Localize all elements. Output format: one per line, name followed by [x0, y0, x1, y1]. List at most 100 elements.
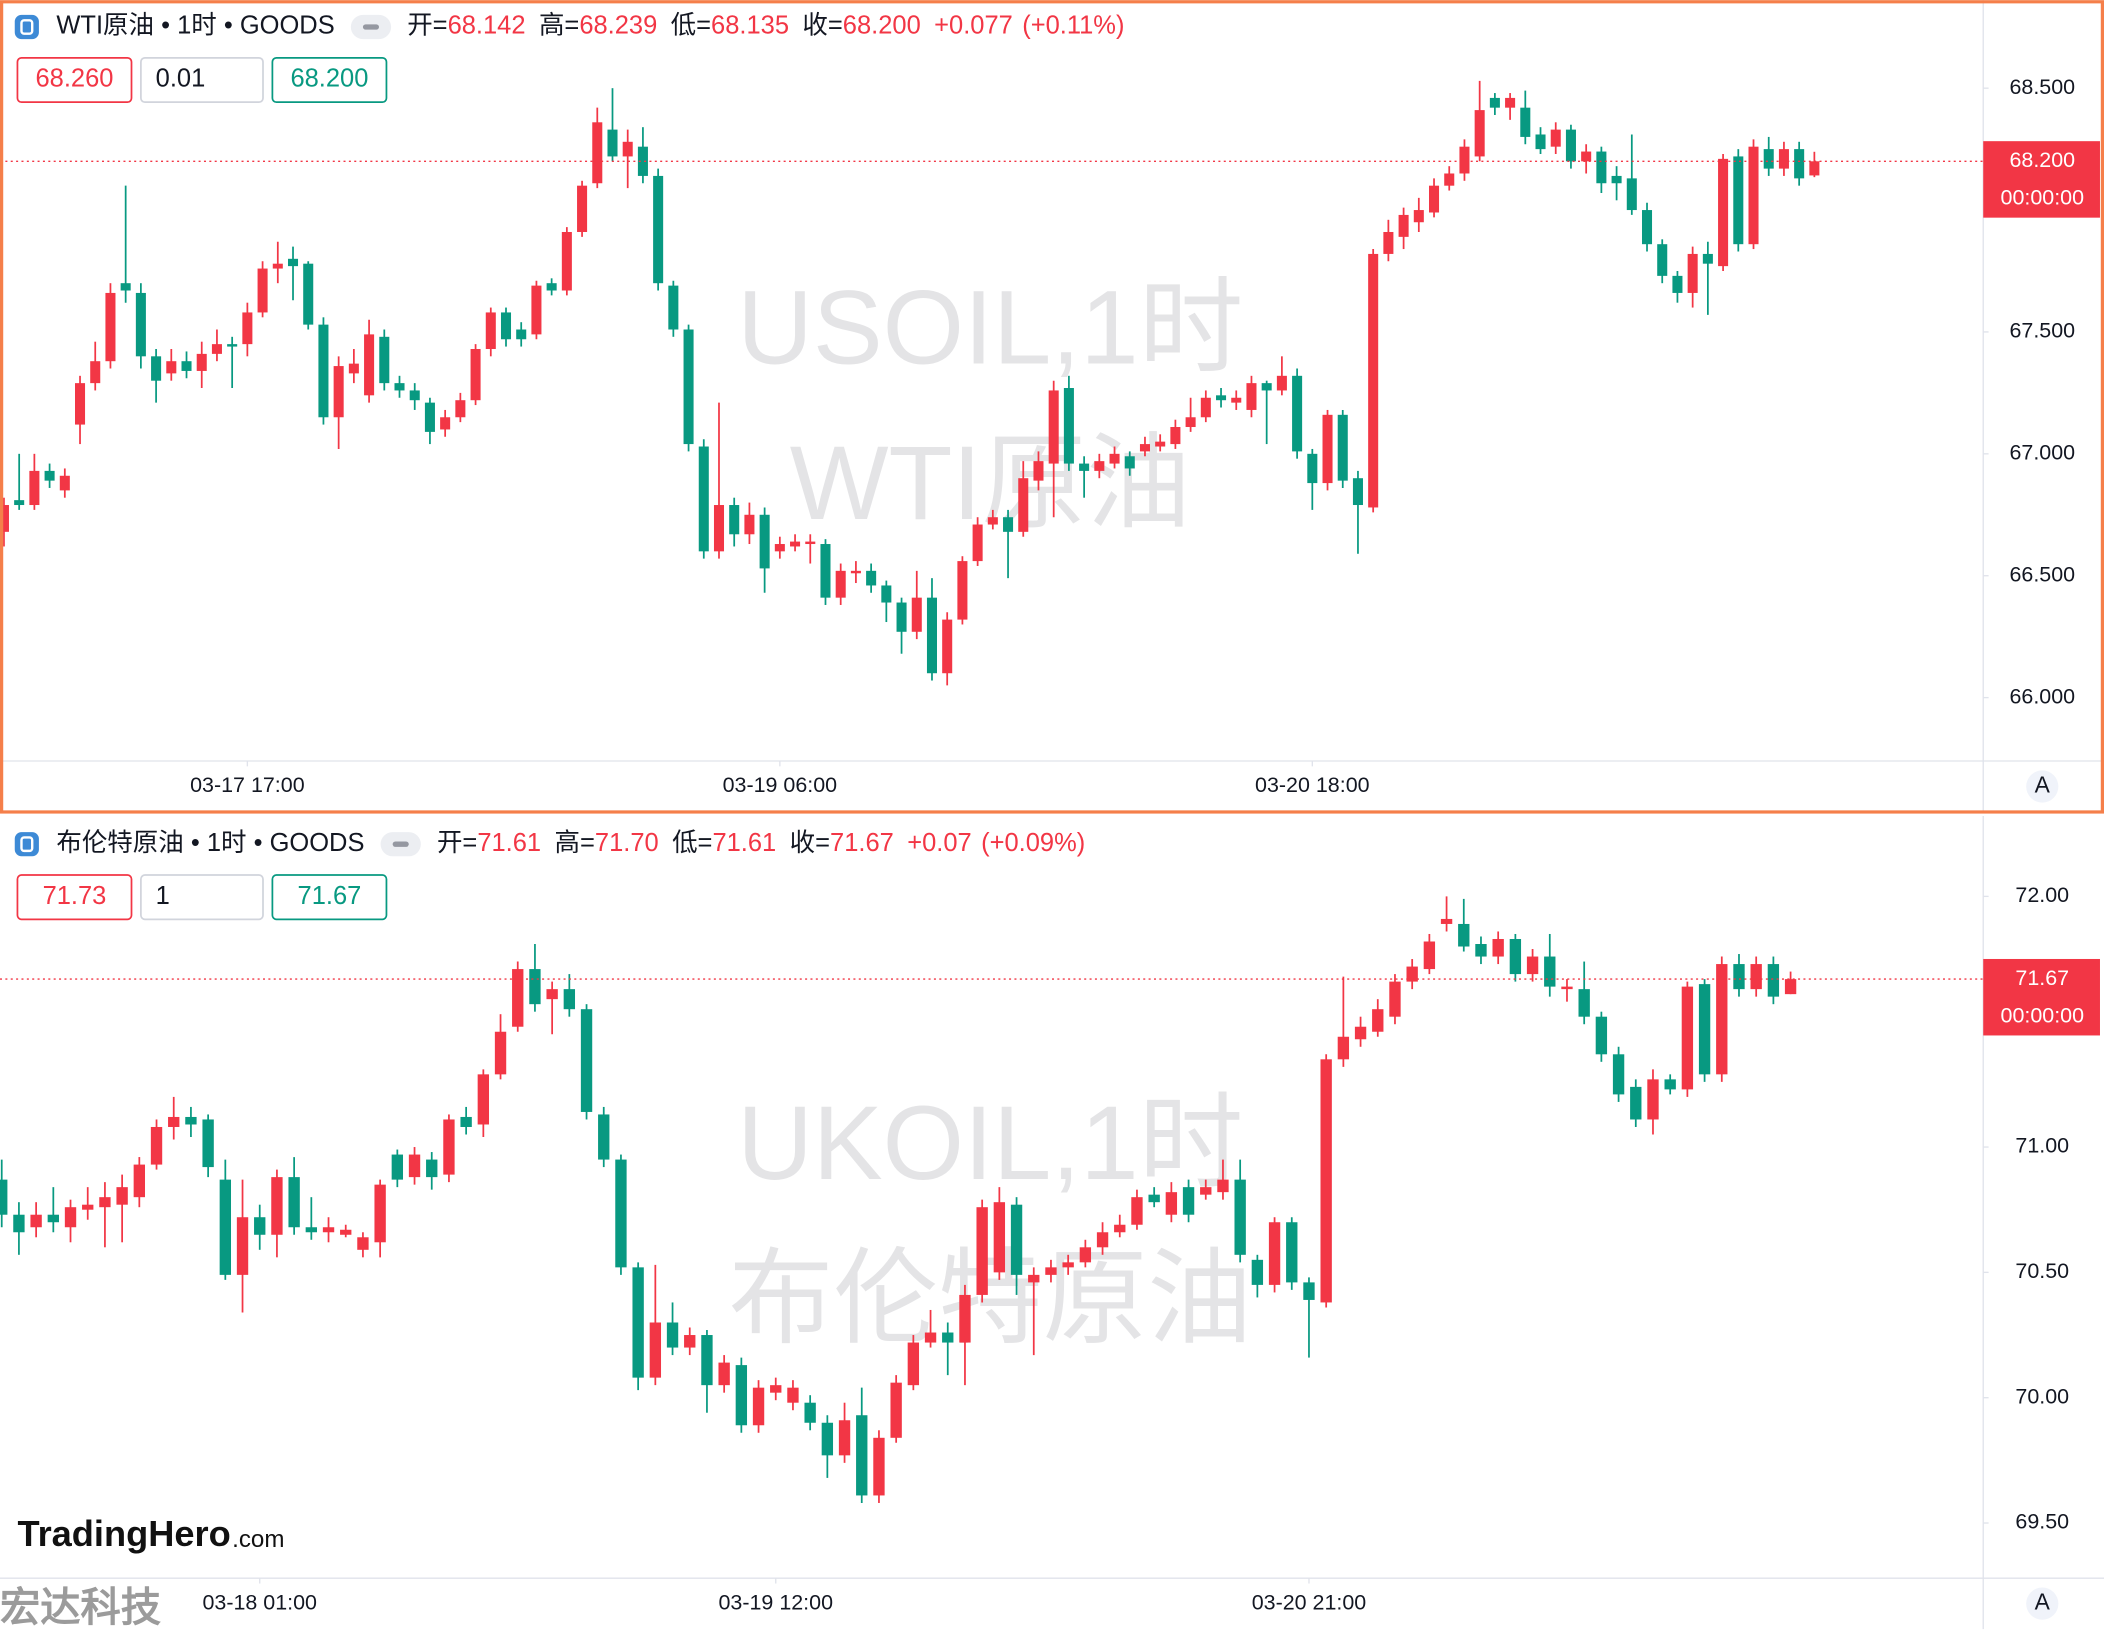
candle-body: [1544, 956, 1556, 987]
candle-body: [577, 185, 588, 232]
candle-body: [959, 1294, 971, 1343]
bid-box-frame: [16, 56, 133, 104]
candle-body: [1767, 964, 1780, 997]
bid-value: 68.260: [35, 65, 113, 93]
quote-label: 低=: [671, 12, 711, 40]
candle-body: [653, 175, 664, 284]
candle-body: [485, 312, 496, 350]
y-tick-label: 66.500: [2009, 562, 2075, 586]
candle-body: [649, 1322, 662, 1378]
candle-body: [684, 1335, 696, 1348]
last-price-label: 68.200: [2009, 148, 2075, 172]
candle-body: [1750, 964, 1762, 990]
candle-body: [1033, 461, 1044, 481]
candle-body: [303, 263, 314, 325]
symbol-icon-inner: [20, 19, 34, 35]
candle-body: [1354, 1026, 1367, 1040]
candle-body: [1698, 984, 1711, 1075]
candle-body: [133, 1164, 146, 1198]
collapse-toggle[interactable]: [380, 832, 421, 857]
quantity-box[interactable]: 0.01: [140, 56, 264, 104]
candle-body: [1716, 964, 1728, 1075]
candle-body: [516, 329, 527, 340]
candle-body: [357, 1237, 369, 1250]
candle-body: [805, 541, 816, 545]
candle-body: [470, 349, 481, 401]
candle-body: [942, 1332, 954, 1343]
candle-body: [615, 1159, 627, 1268]
candle-body: [1251, 1259, 1264, 1285]
candle-body: [632, 1267, 644, 1378]
candle-body: [379, 336, 390, 384]
collapse-toggle[interactable]: [350, 14, 392, 40]
candle-body: [1595, 1016, 1608, 1055]
candle-body: [881, 585, 892, 603]
y-tick-label: 67.000: [2009, 441, 2075, 465]
candle-body: [1292, 375, 1303, 452]
ask-box[interactable]: 68.200: [271, 56, 388, 104]
candle-body: [1423, 941, 1436, 970]
candle-body: [1459, 146, 1470, 174]
candle-body: [1561, 986, 1573, 990]
scale-button-label: A: [2035, 772, 2051, 798]
candle-body: [120, 283, 131, 291]
candle-body: [391, 1154, 404, 1180]
collapse-dash: [362, 24, 380, 30]
candle-body: [987, 517, 998, 525]
candle-body: [271, 1177, 283, 1235]
quantity-value: 1: [156, 882, 170, 910]
candle-body: [0, 1179, 8, 1215]
candle-body: [426, 1159, 438, 1178]
symbol: 布伦特原油 • 1时 • GOODS: [56, 829, 364, 857]
candle-body: [227, 344, 238, 347]
candle-body: [1733, 964, 1745, 990]
candle-body: [942, 619, 953, 674]
ask-box[interactable]: 71.67: [271, 874, 388, 921]
quantity-box-frame: [140, 56, 264, 104]
candle-body: [409, 390, 420, 401]
candle-body: [1520, 107, 1531, 137]
candle-body: [1474, 110, 1485, 157]
symbol-icon-inner: [20, 836, 34, 853]
scale-button[interactable]: A: [2026, 1587, 2059, 1620]
ask-box-frame: [271, 874, 388, 921]
candle-body: [14, 500, 25, 506]
candle-body: [455, 400, 466, 418]
candle-body: [1182, 1187, 1195, 1215]
watermark: 布伦特原油: [729, 1241, 1252, 1358]
candle-body: [546, 989, 558, 1000]
bid-box-frame: [16, 874, 133, 921]
candle-body: [637, 146, 648, 176]
candle-body: [896, 602, 907, 632]
scale-button[interactable]: A: [2026, 770, 2059, 803]
candle-body: [1094, 461, 1105, 471]
candle-body: [90, 361, 101, 384]
candle-body: [907, 1342, 920, 1386]
candle-body: [13, 1214, 25, 1233]
candle-body: [835, 570, 846, 598]
quote-label: 收=: [790, 829, 830, 857]
candle-body: [866, 570, 877, 586]
candle-body: [1550, 129, 1561, 147]
bid-box[interactable]: 68.260: [16, 56, 133, 104]
candle-body: [592, 122, 603, 184]
quantity-box[interactable]: 1: [140, 874, 264, 921]
y-tick-label: 68.500: [2009, 75, 2075, 99]
countdown: 00:00:00: [2001, 1003, 2085, 1027]
candle-body: [1200, 397, 1211, 418]
candle-body: [322, 1227, 335, 1233]
candle-body: [1307, 453, 1318, 484]
candle-body: [1337, 1036, 1350, 1060]
candle-body: [546, 283, 557, 291]
x-tick-label: 03-19 06:00: [723, 773, 838, 797]
candle-body: [1096, 1232, 1109, 1248]
candle-body: [1429, 185, 1440, 213]
quote-value: 71.70: [595, 829, 659, 857]
symbol-icon: [14, 832, 39, 857]
bid-box[interactable]: 71.73: [16, 874, 133, 921]
candle-body: [47, 1214, 59, 1223]
quantity-box-frame: [140, 874, 264, 921]
candle-body: [1368, 253, 1379, 508]
candle-body: [1028, 1274, 1040, 1283]
candle-body: [1440, 918, 1453, 924]
